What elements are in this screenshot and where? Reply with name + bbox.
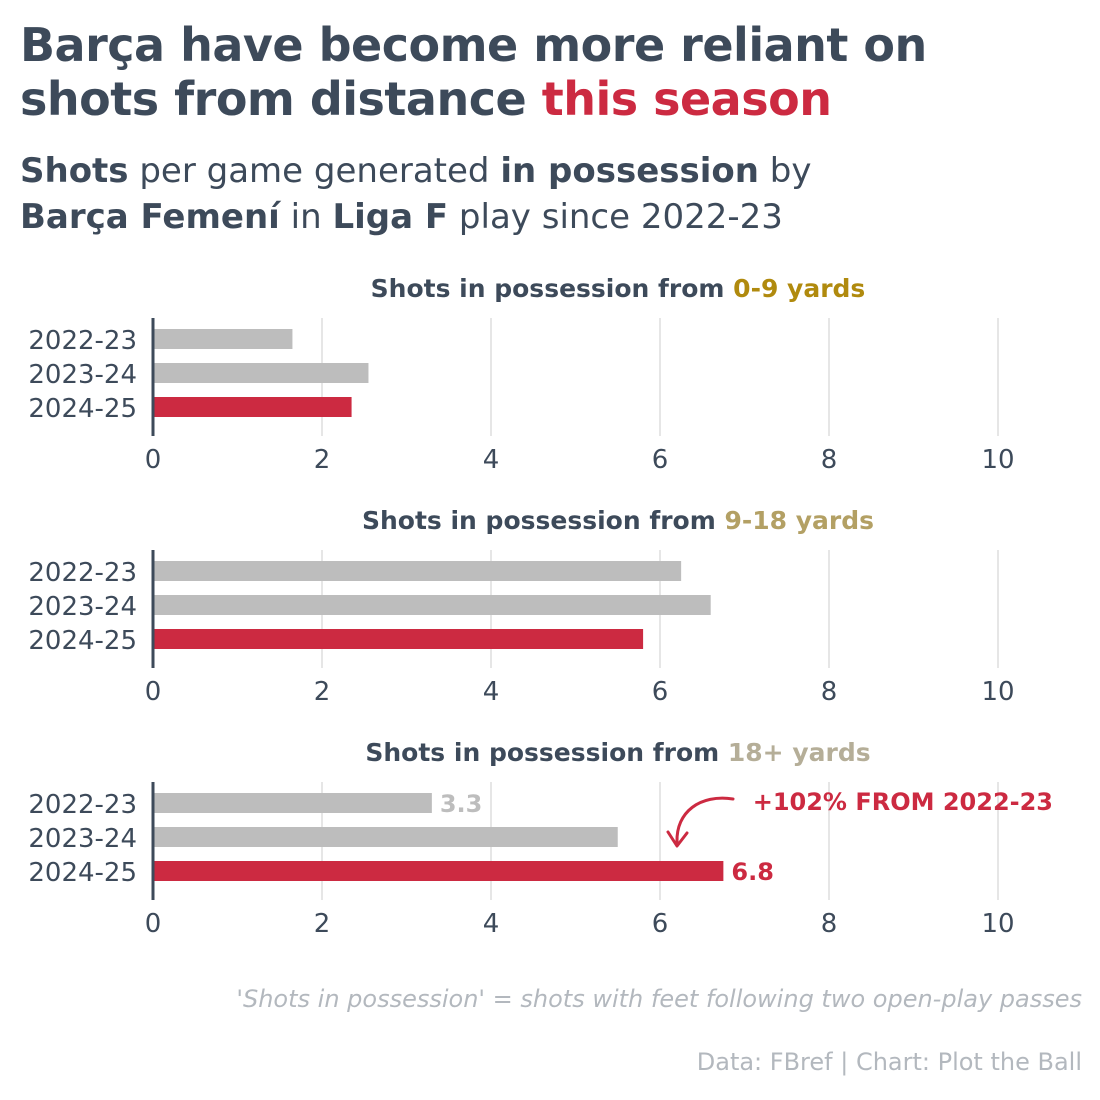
panel-title: Shots in possession from 0-9 yards — [371, 274, 866, 303]
panel-title-range: 9-18 yards — [724, 506, 874, 535]
subtitle-bold-league: Liga F — [332, 197, 449, 237]
chart-panel-3: Shots in possession from 18+ yards 2022-2… — [28, 738, 1053, 939]
annotation-arrowhead — [666, 830, 689, 848]
data-label: 3.3 — [440, 790, 483, 818]
annotation-text: +102% FROM 2022-23 — [753, 788, 1053, 816]
x-tick-label: 2 — [314, 677, 331, 707]
bar-2022-23 — [153, 329, 293, 349]
x-tick-label: 8 — [821, 445, 838, 475]
subtitle-bold-shots: Shots — [20, 151, 129, 191]
subtitle-text-1: per game generated — [128, 151, 501, 191]
panel-title-prefix: Shots in possession from — [365, 738, 728, 767]
panel-title-prefix: Shots in possession from — [371, 274, 734, 303]
x-tick-label: 0 — [145, 677, 162, 707]
bar-2022-23 — [153, 793, 432, 813]
title-highlight: this season — [541, 72, 832, 126]
x-tick-label: 10 — [981, 909, 1014, 939]
category-label: 2024-25 — [28, 394, 137, 424]
category-label: 2023-24 — [28, 360, 137, 390]
subtitle-text-4: play since 2022-23 — [448, 197, 783, 237]
bar-2022-23 — [153, 561, 682, 581]
category-label: 2023-24 — [28, 824, 137, 854]
subtitle-bold-possession: in possession — [500, 151, 759, 191]
x-tick-label: 8 — [821, 909, 838, 939]
x-tick-label: 6 — [652, 909, 669, 939]
source-credit: Data: FBref | Chart: Plot the Ball — [696, 1048, 1082, 1076]
chart-panel-1: Shots in possession from 0-9 yards 2022-2… — [28, 274, 1014, 475]
panel-title: Shots in possession from 18+ yards — [365, 738, 870, 767]
category-label: 2024-25 — [28, 858, 137, 888]
x-tick-label: 4 — [483, 677, 500, 707]
annotation-arrow — [675, 796, 735, 844]
category-label: 2022-23 — [28, 790, 137, 820]
bar-2024-25 — [153, 397, 352, 417]
subtitle-line-2: Barça Femení in Liga F play since 2022-2… — [20, 194, 1080, 240]
x-tick-label: 10 — [981, 445, 1014, 475]
subtitle-text-3: in — [279, 197, 333, 237]
x-tick-label: 4 — [483, 909, 500, 939]
x-tick-label: 8 — [821, 677, 838, 707]
bar-2023-24 — [153, 363, 369, 383]
x-tick-label: 6 — [652, 677, 669, 707]
x-tick-label: 6 — [652, 445, 669, 475]
subtitle-line-1: Shots per game generated in possession b… — [20, 148, 1080, 194]
title-line-2-plain: shots from distance — [20, 72, 542, 126]
category-label: 2023-24 — [28, 592, 137, 622]
title-line-1: Barça have become more reliant on — [20, 18, 927, 72]
chart-title: Barça have become more reliant on shots … — [20, 18, 1080, 126]
x-tick-label: 4 — [483, 445, 500, 475]
category-label: 2022-23 — [28, 326, 137, 356]
panel-title-range: 18+ yards — [728, 738, 871, 767]
subtitle-bold-team: Barça Femení — [20, 197, 280, 237]
panel-title-prefix: Shots in possession from — [362, 506, 725, 535]
subtitle-text-2: by — [758, 151, 812, 191]
bar-2024-25 — [153, 861, 724, 881]
bar-2023-24 — [153, 827, 618, 847]
data-label: 6.8 — [731, 858, 774, 886]
bar-2024-25 — [153, 629, 644, 649]
footnote: 'Shots in possession' = shots with feet … — [236, 985, 1082, 1013]
x-tick-label: 2 — [314, 445, 331, 475]
chart-subtitle: Shots per game generated in possession b… — [20, 148, 1080, 240]
panel-title-range: 0-9 yards — [733, 274, 865, 303]
panel-title: Shots in possession from 9-18 yards — [362, 506, 874, 535]
x-tick-label: 0 — [145, 909, 162, 939]
category-label: 2022-23 — [28, 558, 137, 588]
chart-panel-2: Shots in possession from 9-18 yards 2022-… — [28, 506, 1014, 707]
title-line-2: shots from distance this season — [20, 72, 1080, 126]
bar-2023-24 — [153, 595, 711, 615]
x-tick-label: 0 — [145, 445, 162, 475]
x-tick-label: 2 — [314, 909, 331, 939]
x-tick-label: 10 — [981, 677, 1014, 707]
category-label: 2024-25 — [28, 626, 137, 656]
